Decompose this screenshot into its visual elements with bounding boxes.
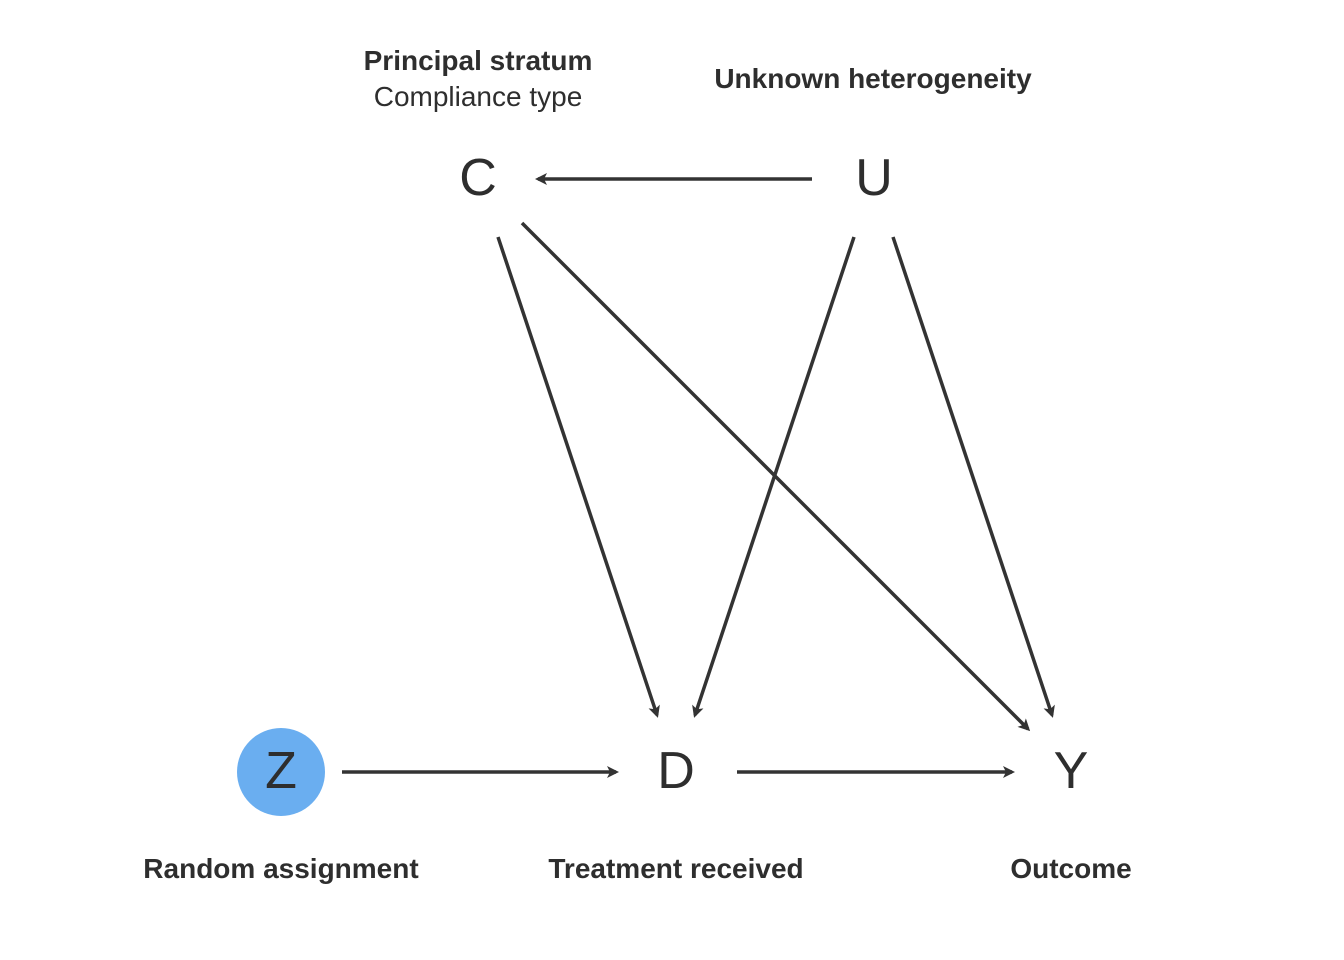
label-compliance-type: Compliance type [374, 81, 583, 112]
label-outcome: Outcome [1010, 853, 1131, 884]
edge-c-to-d [496, 236, 660, 718]
node-y: Y [1054, 742, 1089, 800]
edge-u-to-d [692, 236, 856, 718]
node-u: U [855, 149, 893, 207]
edge-u-to-y [891, 236, 1055, 718]
label-treatment-received: Treatment received [548, 853, 803, 884]
node-c: C [459, 149, 497, 207]
node-d: D [657, 742, 695, 800]
node-z: Z [265, 742, 297, 800]
label-unknown-heterogeneity: Unknown heterogeneity [714, 63, 1032, 94]
edges-group [342, 173, 1055, 778]
label-principal-stratum: Principal stratum [364, 45, 593, 76]
label-random-assignment: Random assignment [143, 853, 418, 884]
node-z-highlight [237, 728, 325, 816]
